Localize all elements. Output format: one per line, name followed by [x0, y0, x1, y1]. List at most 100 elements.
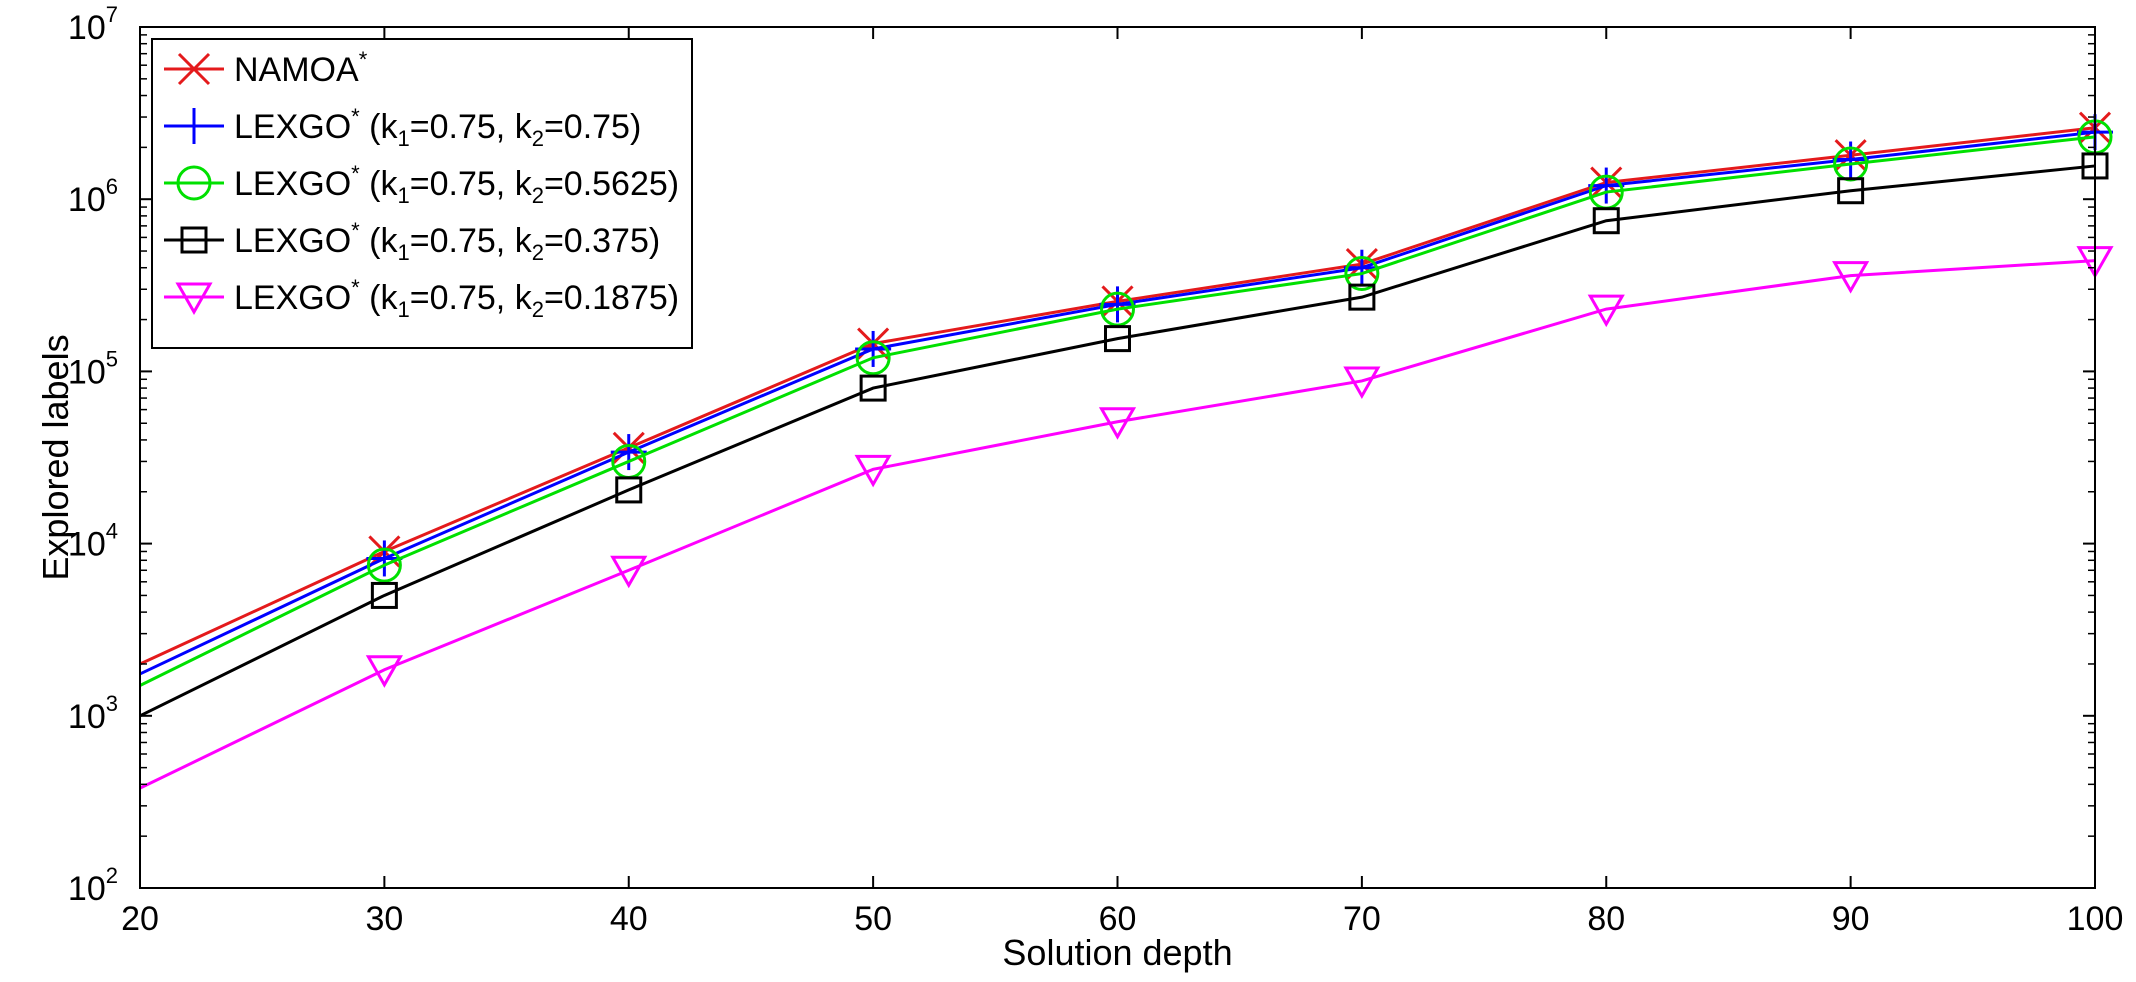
y-tick-base: 10: [68, 181, 106, 219]
legend-item: LEXGO* (k1=0.75, k2=0.5625): [164, 161, 679, 208]
y-tick-exponent: 5: [106, 346, 118, 371]
legend-superscript: *: [351, 104, 360, 129]
y-tick-base: 10: [68, 526, 106, 564]
legend-item: LEXGO* (k1=0.75, k2=0.375): [164, 218, 660, 265]
legend: NAMOA*LEXGO* (k1=0.75, k2=0.75)LEXGO* (k…: [151, 38, 693, 349]
legend-text-part: =0.375): [544, 222, 660, 260]
y-tick-label: 106: [68, 174, 118, 219]
series-2: [139, 119, 2113, 687]
legend-marker: [176, 165, 212, 201]
x-tick-label: 20: [121, 900, 159, 938]
legend-label: LEXGO* (k1=0.75, k2=0.375): [234, 218, 660, 265]
legend-text-part: LEXGO: [234, 165, 351, 203]
x-tick-label: 70: [1343, 900, 1381, 938]
legend-label: NAMOA*: [234, 47, 368, 89]
series-line: [139, 164, 2096, 718]
legend-label: LEXGO* (k1=0.75, k2=0.5625): [234, 161, 679, 208]
y-tick-exponent: 2: [106, 863, 118, 888]
y-tick-exponent: 4: [106, 519, 118, 544]
legend-text-part: =0.75, k: [410, 222, 533, 260]
data-point: [365, 655, 403, 688]
legend-marker: [177, 52, 211, 86]
legend-subscript: 1: [398, 297, 410, 322]
legend-text-part: =0.1875): [544, 279, 679, 317]
legend-superscript: *: [351, 161, 360, 186]
legend-text-part: (k: [360, 222, 399, 260]
data-point: [370, 581, 398, 609]
data-point: [615, 476, 643, 504]
data-point: [859, 374, 887, 402]
legend-subscript: 1: [398, 126, 410, 151]
y-tick-base: 10: [68, 698, 106, 736]
x-tick-label: 90: [1832, 900, 1870, 938]
data-point: [854, 454, 892, 488]
series-line: [139, 259, 2096, 790]
legend-marker: [175, 282, 213, 316]
y-tick-label: 104: [68, 519, 118, 564]
legend-text-part: (k: [360, 108, 399, 146]
data-point: [1343, 249, 1380, 286]
x-axis-label: Solution depth: [1002, 932, 1232, 973]
data-point: [855, 340, 891, 376]
data-point: [1104, 325, 1131, 353]
data-point: [366, 547, 402, 583]
legend-subscript: 1: [398, 183, 410, 208]
series-3: [139, 152, 2109, 718]
data-point: [1344, 256, 1380, 292]
legend-text-part: LEXGO: [234, 279, 351, 317]
legend-subscript: 2: [532, 240, 544, 265]
data-point: [1343, 366, 1381, 399]
y-tick-exponent: 6: [106, 174, 118, 199]
series-line: [139, 135, 2096, 687]
x-tick-label: 40: [610, 900, 648, 938]
legend-superscript: *: [359, 47, 368, 72]
data-point: [1098, 407, 1137, 440]
legend-marker: [176, 108, 212, 144]
series-4: [139, 246, 2114, 790]
y-tick-exponent: 7: [106, 2, 118, 27]
legend-subscript: 2: [532, 297, 544, 322]
y-tick-base: 10: [68, 353, 106, 391]
legend-superscript: *: [351, 275, 360, 300]
legend-text-part: (k: [360, 279, 399, 317]
x-tick-label: 50: [854, 900, 892, 938]
y-tick-label: 107: [68, 2, 118, 47]
legend-item: LEXGO* (k1=0.75, k2=0.75): [164, 104, 641, 151]
data-point: [610, 555, 648, 589]
legend-subscript: 2: [532, 183, 544, 208]
y-tick-label: 105: [68, 346, 118, 391]
legend-item: LEXGO* (k1=0.75, k2=0.1875): [164, 275, 679, 322]
legend-text-part: LEXGO: [234, 108, 351, 146]
x-tick-label: 60: [1099, 900, 1137, 938]
legend-label: LEXGO* (k1=0.75, k2=0.1875): [234, 275, 679, 322]
x-tick-label: 30: [365, 900, 403, 938]
legend-marker: [180, 226, 208, 254]
y-tick-exponent: 3: [106, 691, 118, 716]
data-point: [1100, 291, 1135, 327]
legend-box: [151, 38, 693, 349]
y-tick-label: 102: [68, 863, 118, 908]
data-point: [1832, 261, 1870, 294]
x-tick-label: 100: [2067, 900, 2124, 938]
legend-text-part: (k: [360, 165, 399, 203]
y-tick-base: 10: [68, 870, 106, 908]
y-tick-label: 103: [68, 691, 118, 736]
legend-subscript: 2: [532, 126, 544, 151]
legend-text-part: =0.75, k: [410, 165, 533, 203]
series-layer: [139, 111, 2114, 790]
data-point: [1587, 294, 1625, 328]
data-point: [1348, 283, 1376, 311]
legend-text-part: =0.5625): [544, 165, 679, 203]
data-point: [1592, 207, 1620, 235]
legend-text-part: LEXGO: [234, 222, 351, 260]
y-axis-label: Explored labels: [35, 334, 76, 580]
data-point: [1837, 177, 1865, 205]
y-tick-base: 10: [68, 9, 106, 47]
legend-text-part: =0.75): [544, 108, 641, 146]
x-tick-label: 80: [1587, 900, 1625, 938]
legend-text-part: =0.75, k: [410, 279, 533, 317]
legend-text-part: NAMOA: [234, 51, 359, 89]
legend-label: LEXGO* (k1=0.75, k2=0.75): [234, 104, 641, 151]
